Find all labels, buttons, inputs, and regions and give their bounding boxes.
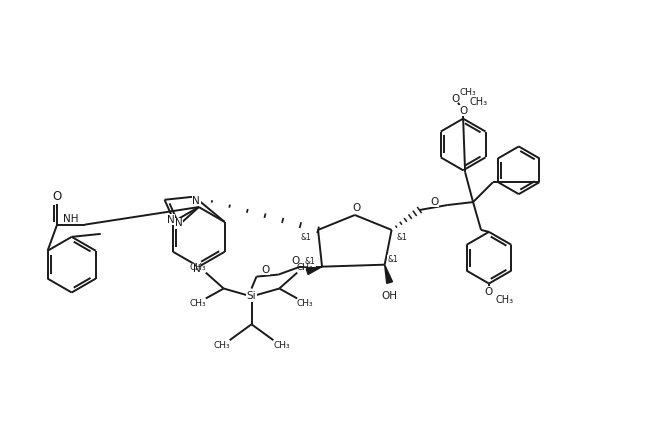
Polygon shape (306, 267, 322, 274)
Text: N: N (167, 215, 175, 225)
Text: &1: &1 (387, 255, 398, 264)
Text: &1: &1 (301, 233, 312, 243)
Text: CH₃: CH₃ (496, 295, 514, 305)
Text: O: O (459, 106, 467, 116)
Text: O: O (53, 190, 62, 203)
Text: CH₃: CH₃ (273, 341, 289, 350)
Polygon shape (385, 265, 393, 283)
Text: O: O (430, 197, 438, 206)
Text: O: O (353, 203, 361, 213)
Text: O: O (485, 286, 493, 297)
Text: O: O (261, 264, 270, 275)
Text: CH₃: CH₃ (297, 299, 314, 308)
Text: CH₃: CH₃ (190, 299, 206, 308)
Text: &1: &1 (304, 257, 316, 266)
Text: OH: OH (382, 292, 397, 301)
Text: O: O (451, 94, 459, 104)
Text: CH₃: CH₃ (460, 88, 476, 97)
Text: Si: Si (246, 292, 256, 301)
Text: N: N (175, 218, 183, 228)
Text: NH: NH (63, 214, 79, 224)
Text: O: O (291, 256, 299, 266)
Text: N: N (192, 196, 200, 206)
Text: &1: &1 (396, 233, 407, 243)
Text: CH₃: CH₃ (470, 97, 488, 107)
Text: N: N (193, 264, 201, 273)
Text: CH₃: CH₃ (190, 263, 206, 272)
Text: CH₃: CH₃ (297, 263, 314, 272)
Text: CH₃: CH₃ (214, 341, 230, 350)
